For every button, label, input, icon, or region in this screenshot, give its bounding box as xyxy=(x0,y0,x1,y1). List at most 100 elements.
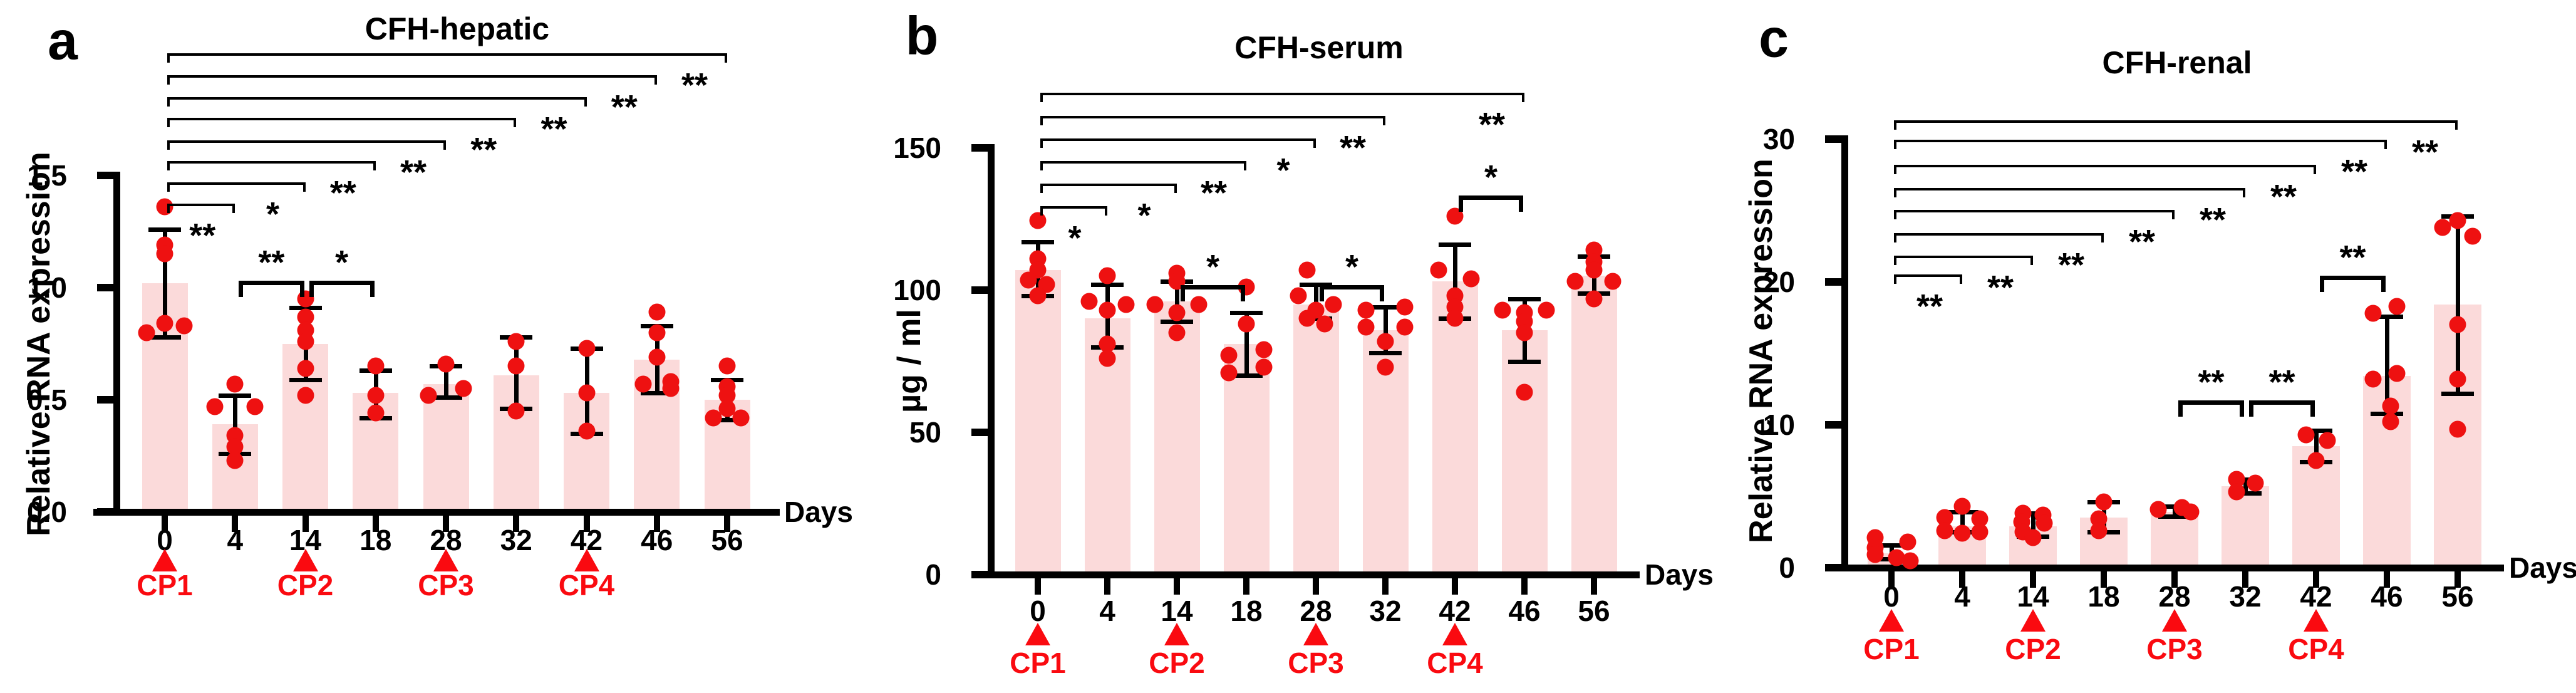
sig-label: ** xyxy=(258,244,285,282)
sig-bracket-0-32 xyxy=(1040,116,1385,125)
data-point xyxy=(1953,524,1971,542)
data-point xyxy=(2024,529,2042,546)
data-point xyxy=(1099,267,1116,284)
data-point xyxy=(297,360,314,377)
sig-label: * xyxy=(1206,248,1220,286)
x-axis-line xyxy=(93,509,780,516)
sig-label: * xyxy=(1484,159,1498,197)
error-bar-line xyxy=(2456,216,2460,393)
x-tick-label: 42 xyxy=(1439,595,1471,627)
y-tick-label: 30 xyxy=(1762,123,1795,155)
sig-bracket-32-42 xyxy=(2249,400,2315,417)
sig-label: * xyxy=(335,244,349,282)
data-point xyxy=(420,387,437,404)
data-point xyxy=(2247,474,2264,492)
y-tick-label: 20 xyxy=(1762,266,1795,298)
sig-label: * xyxy=(1068,219,1082,258)
y-axis-line xyxy=(988,144,995,578)
data-point xyxy=(1516,383,1533,401)
error-bar-line xyxy=(233,395,238,454)
error-bar-line xyxy=(2031,513,2035,536)
x-tick-mark xyxy=(372,516,379,532)
bar-day-46 xyxy=(1501,330,1548,575)
sig-bracket-0-14 xyxy=(1040,184,1177,193)
y-tick-mark xyxy=(97,284,113,291)
data-point xyxy=(1220,346,1238,364)
sig-label: ** xyxy=(1987,269,2014,307)
data-point xyxy=(1238,315,1255,333)
panel-letter: b xyxy=(905,6,939,66)
x-tick-label: 46 xyxy=(1508,595,1541,627)
y-tick-mark xyxy=(971,429,988,436)
data-point xyxy=(2464,227,2481,245)
data-point xyxy=(1099,350,1116,367)
error-bar-cap-bottom xyxy=(1369,350,1402,355)
error-bar-line xyxy=(1960,512,1965,532)
checkpoint-label: CP1 xyxy=(137,569,193,602)
sig-bracket-42-46 xyxy=(1459,195,1523,212)
sig-bracket-0-56 xyxy=(1894,120,2458,130)
bar-day-28 xyxy=(423,383,469,512)
sig-bracket-14-18 xyxy=(309,281,375,297)
x-tick-mark xyxy=(1888,571,1895,588)
error-bar-line xyxy=(2243,479,2248,494)
sig-bracket-0-28 xyxy=(167,140,446,150)
sig-bracket-0-4 xyxy=(1040,206,1107,216)
data-point xyxy=(1029,287,1047,305)
error-bar-line xyxy=(1244,313,1249,376)
data-point xyxy=(1357,318,1375,336)
y-tick-label: 1.0 xyxy=(27,271,67,304)
data-point xyxy=(648,324,666,341)
x-tick-label: 0 xyxy=(1030,595,1046,627)
data-point xyxy=(1146,296,1164,313)
checkpoint-triangle-icon xyxy=(1164,623,1189,645)
sig-label: ** xyxy=(611,88,638,127)
x-tick-mark xyxy=(2313,571,2319,588)
checkpoint-triangle-icon xyxy=(1025,623,1050,645)
data-point xyxy=(1298,310,1316,327)
error-bar-cap-top xyxy=(2229,477,2262,482)
y-tick-label: 0.5 xyxy=(27,383,67,416)
x-tick-mark xyxy=(232,516,239,532)
error-bar-cap-top xyxy=(289,306,322,311)
x-axis-line xyxy=(1829,565,2504,571)
x-tick-label: 46 xyxy=(641,524,673,556)
sig-label: ** xyxy=(541,110,567,148)
checkpoint-label: CP1 xyxy=(1863,633,1920,665)
data-point xyxy=(2149,501,2167,518)
x-tick-label: 32 xyxy=(1369,595,1402,627)
x-tick-label: 0 xyxy=(1883,580,1900,613)
bar-day-28 xyxy=(2151,512,2198,568)
data-point xyxy=(156,198,173,216)
error-bar-cap-bottom xyxy=(289,377,322,382)
error-bar-cap-top xyxy=(1439,242,1471,248)
checkpoint-triangle-icon xyxy=(1442,623,1467,645)
x-tick-mark xyxy=(1243,578,1249,595)
data-point xyxy=(1099,301,1116,319)
sig-bracket-0-42 xyxy=(1894,165,2316,174)
x-axis-days-label: Days xyxy=(1645,558,1714,591)
data-point xyxy=(662,380,680,397)
x-tick-label: 14 xyxy=(2017,580,2049,613)
sig-bracket-0-42 xyxy=(167,97,587,107)
sig-bracket-0-32 xyxy=(167,118,517,127)
data-point xyxy=(297,387,314,404)
y-tick-mark xyxy=(971,286,988,294)
data-point xyxy=(507,357,525,375)
y-tick-label: 0 xyxy=(1779,551,1795,584)
sig-label: ** xyxy=(189,217,216,255)
checkpoint-label: CP1 xyxy=(1010,647,1066,679)
x-tick-label: 46 xyxy=(2371,580,2403,613)
x-tick-mark xyxy=(2242,571,2248,588)
x-tick-label: 28 xyxy=(1300,595,1332,627)
data-point xyxy=(367,357,385,375)
error-bar-cap-bottom xyxy=(148,335,181,340)
x-tick-label: 42 xyxy=(2300,580,2332,613)
panel-letter: c xyxy=(1759,8,1789,69)
sig-label: ** xyxy=(2341,153,2368,191)
data-point xyxy=(2382,397,2399,415)
data-point xyxy=(1866,546,1884,563)
data-point xyxy=(175,317,193,335)
